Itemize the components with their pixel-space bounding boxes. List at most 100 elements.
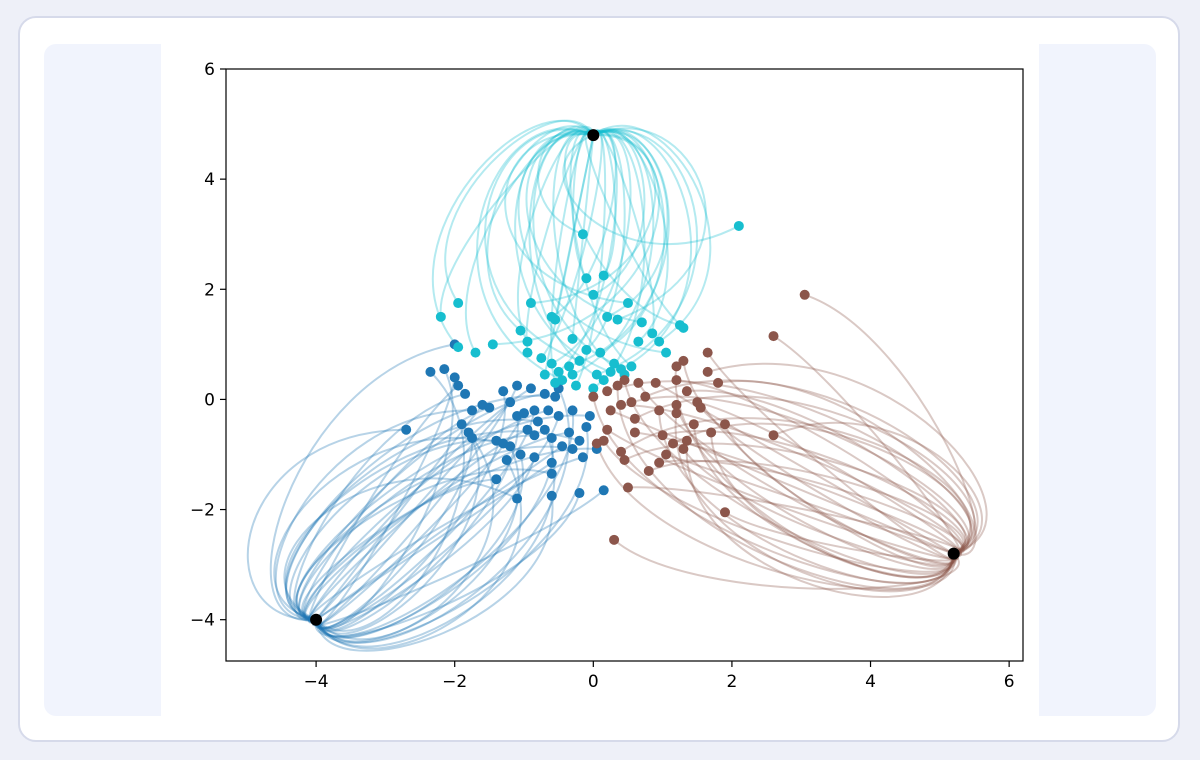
- trajectory-line: [568, 131, 670, 368]
- start-point: [453, 342, 464, 353]
- start-point: [553, 366, 564, 377]
- start-point: [588, 289, 599, 300]
- trajectory-line: [637, 382, 957, 565]
- start-point: [643, 466, 654, 477]
- start-point: [671, 399, 682, 410]
- start-point: [626, 397, 637, 408]
- start-point: [574, 435, 585, 446]
- trajectory-line: [551, 131, 632, 365]
- start-point: [470, 347, 481, 358]
- trajectory-line: [273, 436, 504, 621]
- start-point: [602, 386, 613, 397]
- start-point: [678, 322, 689, 333]
- start-point: [512, 493, 523, 504]
- trajectory-line: [724, 423, 956, 565]
- trajectory-line: [616, 385, 955, 590]
- trajectory-line: [540, 130, 603, 359]
- start-point: [609, 358, 620, 369]
- trajectory-line: [658, 459, 964, 555]
- start-point: [702, 366, 713, 377]
- start-point: [609, 534, 620, 545]
- trajectory-line: [486, 125, 594, 332]
- trajectory-line: [302, 406, 490, 622]
- start-point: [522, 347, 533, 358]
- trajectory-line: [592, 129, 655, 334]
- start-point: [612, 380, 623, 391]
- start-point: [719, 419, 730, 430]
- trajectory-line: [592, 127, 707, 321]
- trajectory-line: [439, 126, 595, 317]
- x-tick-label: −4: [304, 672, 329, 692]
- trajectory-line: [620, 417, 972, 555]
- start-point: [636, 317, 647, 328]
- start-point: [453, 380, 464, 391]
- start-point: [515, 325, 526, 336]
- start-point: [501, 454, 512, 465]
- trajectory-line: [585, 130, 626, 351]
- start-point: [564, 427, 575, 438]
- target-point: [310, 613, 323, 626]
- y-tick-label: 2: [204, 280, 215, 300]
- y-tick-label: 6: [204, 60, 215, 80]
- start-point: [581, 273, 592, 284]
- start-point: [591, 369, 602, 380]
- trajectory-line: [315, 437, 554, 639]
- trajectory-line: [569, 130, 633, 368]
- trajectory-line: [584, 131, 685, 329]
- start-point: [467, 432, 478, 443]
- trajectory-line: [572, 130, 655, 376]
- trajectory-line: [592, 129, 646, 296]
- start-point: [439, 364, 450, 375]
- start-point: [768, 430, 779, 441]
- start-point: [425, 366, 436, 377]
- trajectory-line: [283, 477, 518, 621]
- start-point: [616, 364, 627, 375]
- trajectory-line: [315, 431, 480, 635]
- trajectory-line: [528, 130, 605, 382]
- start-point: [633, 336, 644, 347]
- trajectory-line: [315, 457, 536, 631]
- start-point: [574, 488, 585, 499]
- trajectory-line: [476, 127, 594, 382]
- trajectory-line: [484, 128, 594, 362]
- start-point: [512, 380, 523, 391]
- trajectory-line: [314, 492, 581, 638]
- start-point: [661, 347, 672, 358]
- trajectory-line: [562, 134, 740, 246]
- x-tick-label: 6: [1004, 672, 1015, 692]
- start-point: [546, 457, 557, 468]
- start-point: [557, 375, 568, 386]
- trajectory-line: [613, 539, 960, 590]
- start-point: [525, 298, 536, 309]
- trajectory-line: [315, 415, 560, 630]
- start-point: [681, 435, 692, 446]
- trajectory-line: [627, 486, 962, 555]
- start-point: [654, 405, 665, 416]
- trajectory-line: [550, 129, 595, 384]
- trajectory-line: [288, 439, 497, 621]
- trajectory-line: [592, 129, 646, 390]
- start-point: [567, 369, 578, 380]
- trajectory-line: [552, 130, 626, 376]
- target-points-layer: [310, 129, 960, 626]
- trajectory-line: [315, 377, 456, 627]
- start-point: [449, 372, 460, 383]
- start-point: [505, 397, 516, 408]
- start-point: [719, 507, 730, 518]
- trajectory-line: [724, 511, 959, 562]
- start-point: [539, 369, 550, 380]
- trajectory-line: [303, 478, 497, 621]
- trajectory-line: [717, 380, 976, 555]
- start-point: [661, 449, 672, 460]
- trajectory-line: [315, 437, 474, 629]
- trajectory-line: [308, 384, 459, 624]
- start-point: [567, 405, 578, 416]
- plot-frame: [225, 68, 1024, 662]
- start-point: [640, 391, 651, 402]
- start-point: [733, 220, 744, 231]
- start-point: [519, 408, 530, 419]
- trajectory-line: [444, 119, 595, 304]
- trajectory-line: [308, 387, 532, 623]
- trajectory-line: [707, 362, 988, 555]
- start-point: [671, 361, 682, 372]
